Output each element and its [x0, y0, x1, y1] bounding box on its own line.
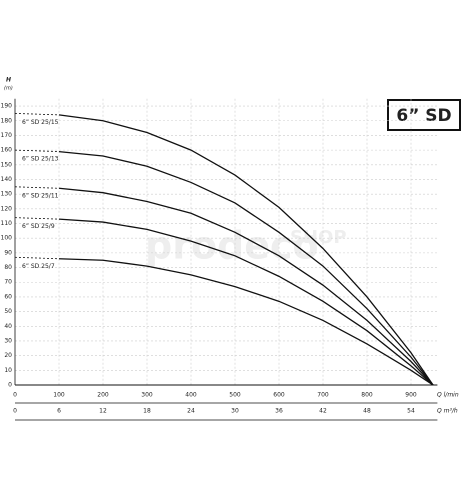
y-label: H — [6, 77, 11, 84]
x-label: Q l/min — [437, 392, 459, 399]
x-tick-label: 900 — [405, 392, 417, 399]
y-tick-label: 50 — [4, 308, 12, 315]
x2-tick-label: 24 — [187, 408, 195, 415]
x-tick-label: 0 — [13, 392, 17, 399]
y-tick-label: 20 — [4, 352, 12, 359]
x2-tick-label: 12 — [99, 408, 107, 415]
y-tick-label: 110 — [1, 220, 13, 227]
series-line — [58, 218, 434, 386]
x-tick-label: 100 — [53, 392, 65, 399]
x-tick-label: 400 — [185, 392, 197, 399]
series-line — [58, 187, 434, 386]
series-line — [14, 149, 60, 152]
x2-tick-label: 36 — [275, 408, 283, 415]
y-tick-label: 150 — [1, 161, 13, 168]
legend-label: 6” SD 25/7 — [22, 263, 55, 270]
y-tick-label: 170 — [1, 132, 13, 139]
y-tick-label: 160 — [1, 147, 13, 154]
x-tick-label: 200 — [97, 392, 109, 399]
x2-tick-label: 0 — [13, 408, 17, 415]
x2-tick-label: 48 — [363, 408, 371, 415]
x-tick-label: 700 — [317, 392, 329, 399]
watermark: SHOP — [290, 227, 347, 248]
series-line — [14, 256, 60, 260]
y-tick-label: 190 — [1, 103, 13, 110]
x-tick-label: 800 — [361, 392, 373, 399]
series-line — [58, 258, 434, 386]
x2-tick-label: 6 — [57, 408, 61, 415]
y-tick-label: 0 — [8, 382, 12, 389]
y-tick-label: 90 — [4, 249, 12, 256]
x2-tick-label: 30 — [231, 408, 239, 415]
y-tick-label: 40 — [4, 323, 12, 330]
y-tick-label: 120 — [1, 205, 13, 212]
x-tick-label: 600 — [273, 392, 285, 399]
y-tick-label: 130 — [1, 191, 13, 198]
y-label-unit: (m) — [4, 86, 13, 92]
series-line — [14, 217, 60, 220]
y-tick-label: 80 — [4, 264, 12, 271]
series-line — [58, 150, 434, 386]
chart-title: 6” SD — [396, 106, 451, 126]
y-tick-label: 60 — [4, 293, 12, 300]
legend-label: 6” SD 25/11 — [22, 192, 59, 199]
series-line — [14, 113, 60, 116]
legend-label: 6” SD 25/9 — [22, 223, 55, 230]
y-tick-label: 30 — [4, 337, 12, 344]
x2-tick-label: 54 — [407, 408, 415, 415]
legend-label: 6” SD 25/13 — [22, 156, 59, 163]
legend-label: 6” SD 25/15 — [22, 119, 59, 126]
x2-tick-label: 18 — [143, 408, 151, 415]
y-tick-label: 180 — [1, 117, 13, 124]
y-tick-label: 100 — [1, 235, 13, 242]
x2-label: Q m³/h — [437, 408, 458, 415]
y-tick-label: 70 — [4, 279, 12, 286]
x-tick-label: 500 — [229, 392, 241, 399]
series-line — [58, 114, 434, 386]
series-line — [14, 186, 60, 189]
title-box — [387, 99, 461, 131]
y-tick-label: 140 — [1, 176, 13, 183]
x2-tick-label: 42 — [319, 408, 327, 415]
y-tick-label: 10 — [4, 367, 12, 374]
x-tick-label: 300 — [141, 392, 153, 399]
